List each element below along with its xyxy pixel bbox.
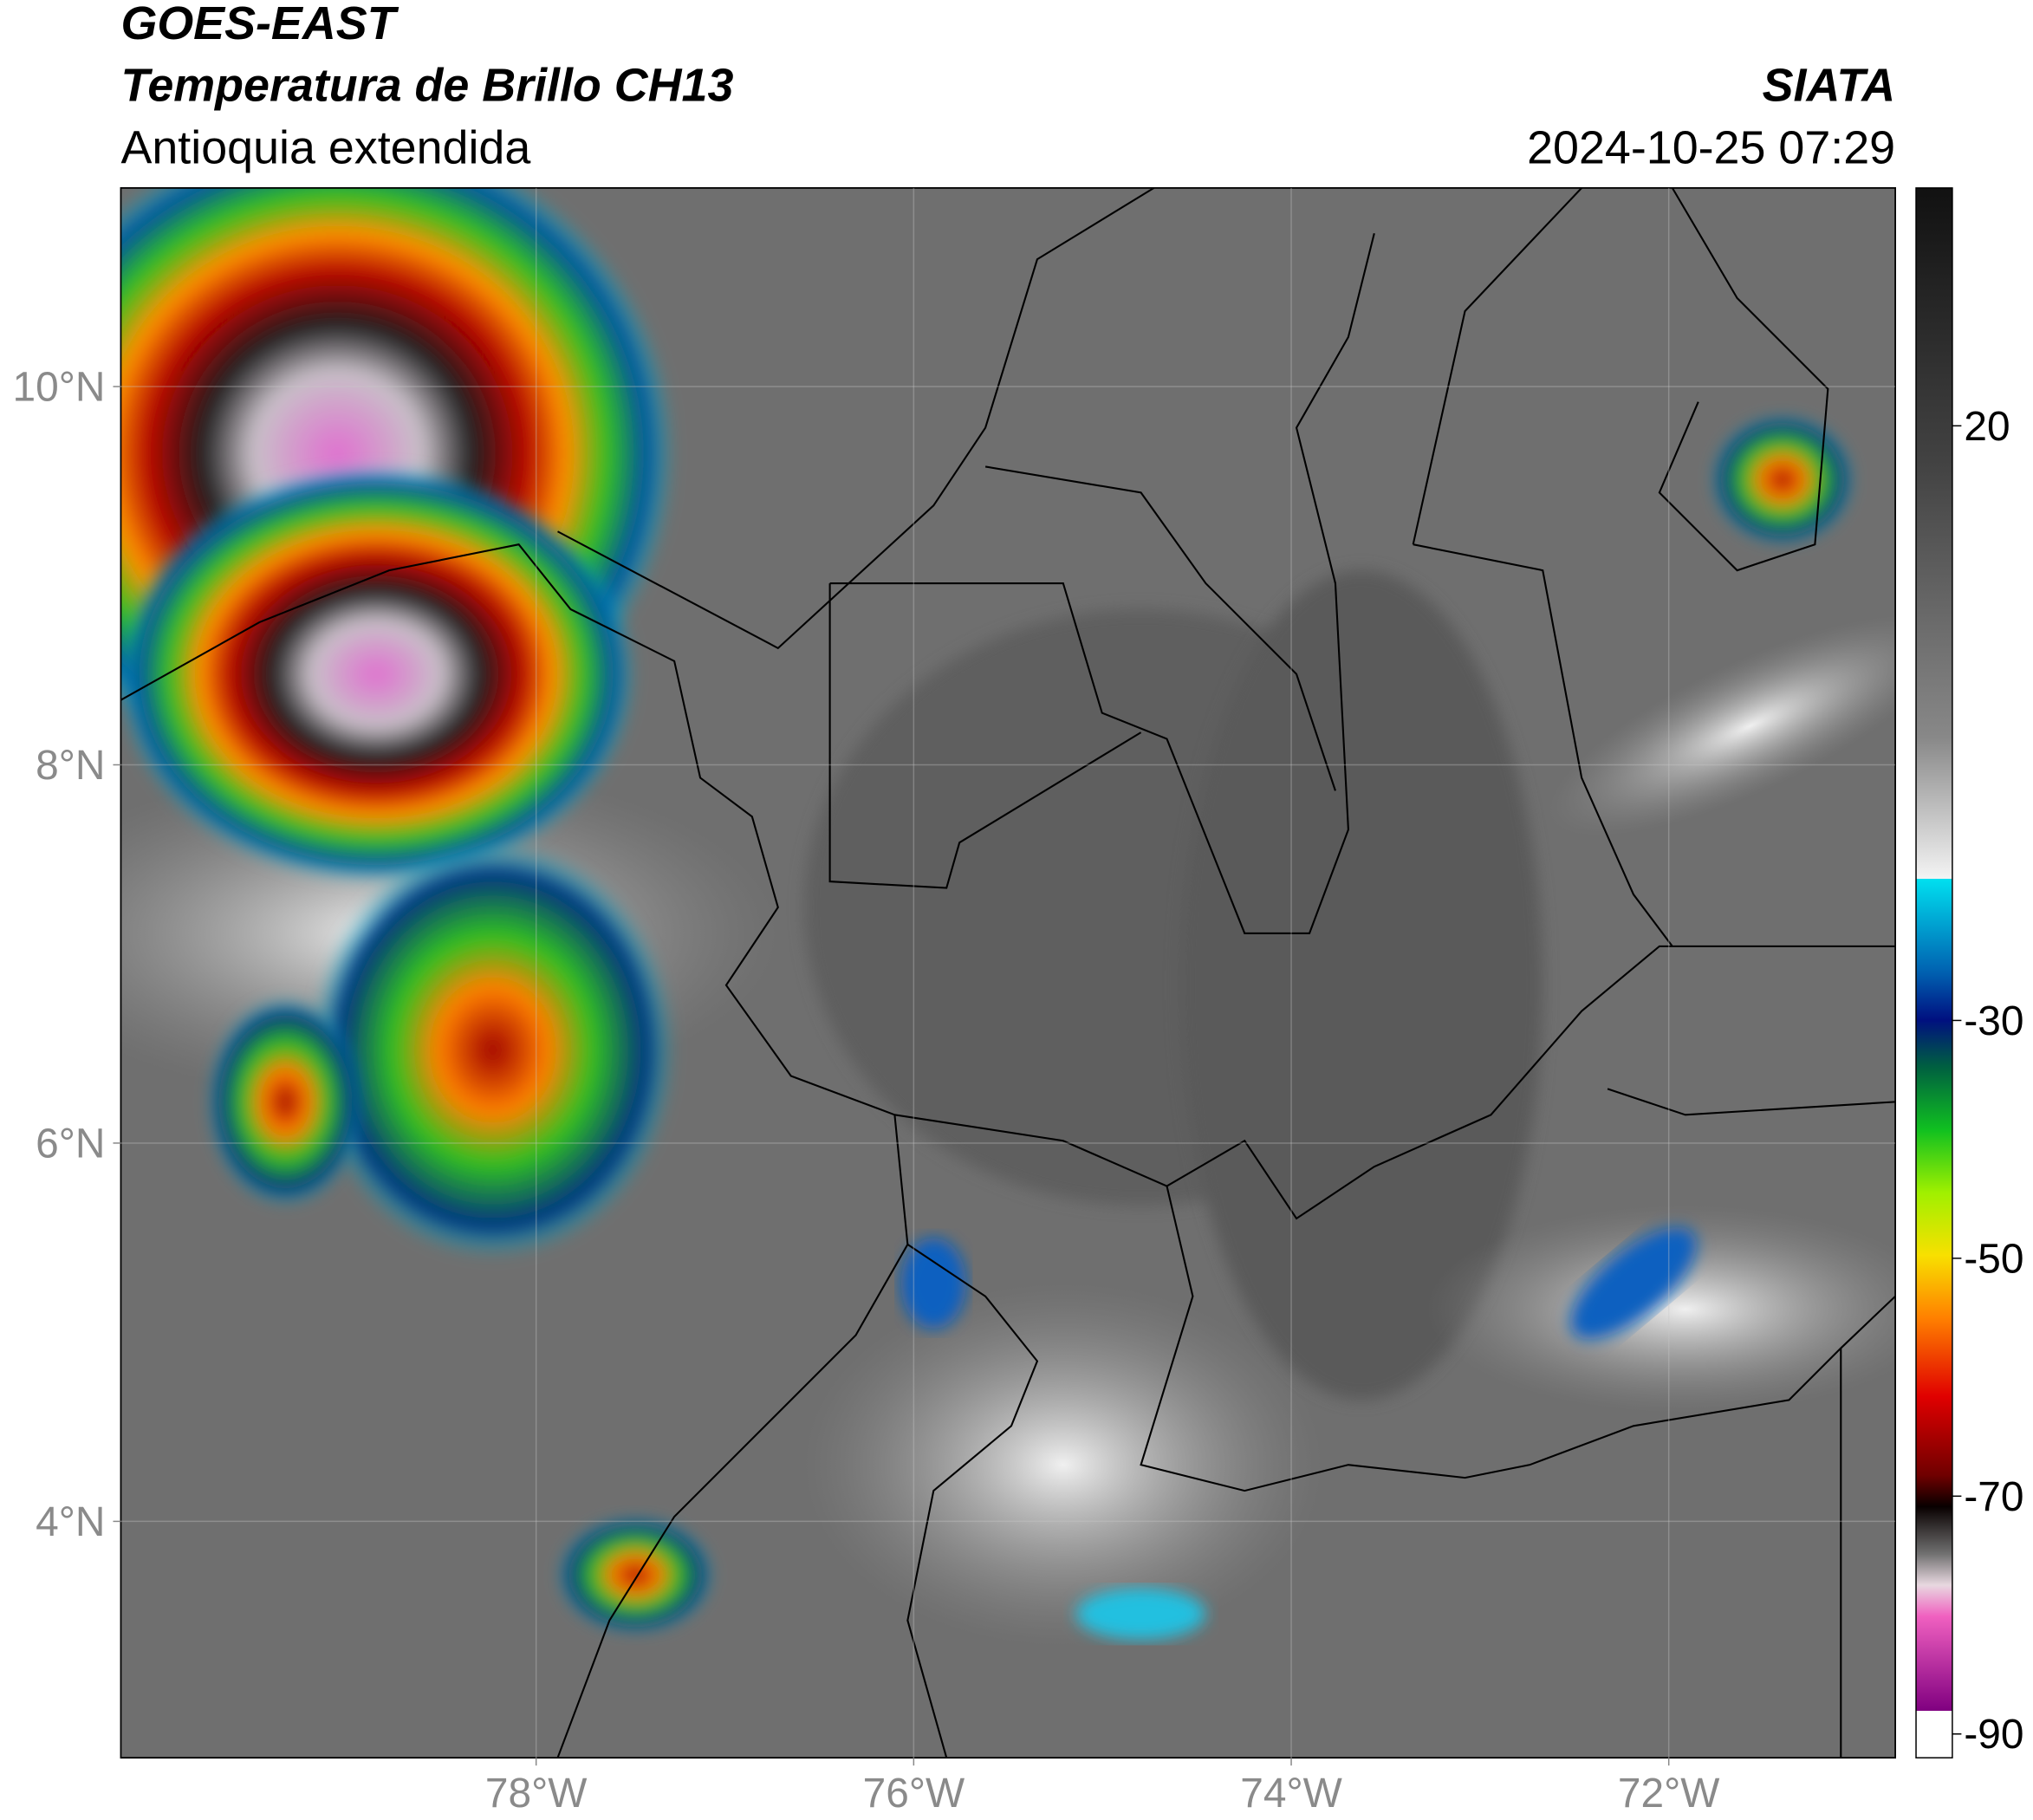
y-tick-label: 6°N xyxy=(36,1121,105,1167)
x-tick-label: 74°W xyxy=(1240,1771,1342,1817)
coastline xyxy=(120,543,909,1758)
subtitle: Temperatura de Brillo CH13 xyxy=(120,60,733,112)
timestamp: 2024-10-25 07:29 xyxy=(1527,121,1895,173)
border-line xyxy=(906,465,1896,1758)
coastline xyxy=(557,187,1829,650)
source: SIATA xyxy=(1763,60,1896,112)
x-tick-label: 78°W xyxy=(485,1771,588,1817)
title: GOES-EAST xyxy=(120,0,399,49)
region: Antioquia extendida xyxy=(120,121,530,173)
y-tick-label: 10°N xyxy=(13,364,106,410)
colorbar-tick-label: -30 xyxy=(1964,998,2023,1044)
colorbar-tick-label: -70 xyxy=(1964,1474,2023,1520)
border-line xyxy=(828,232,1896,1220)
y-tick-label: 8°N xyxy=(36,743,105,789)
y-tick-label: 4°N xyxy=(36,1499,105,1545)
colorbar xyxy=(1915,187,1953,1758)
x-tick-label: 72°W xyxy=(1618,1771,1720,1817)
colorbar-tick-label: -90 xyxy=(1964,1712,2023,1758)
map-frame xyxy=(120,186,1896,1759)
colorbar-tick-label: -50 xyxy=(1964,1236,2023,1282)
satellite-image xyxy=(120,187,1896,1758)
colorbar-tick-label: 20 xyxy=(1964,404,2010,450)
x-tick-label: 76°W xyxy=(863,1771,965,1817)
